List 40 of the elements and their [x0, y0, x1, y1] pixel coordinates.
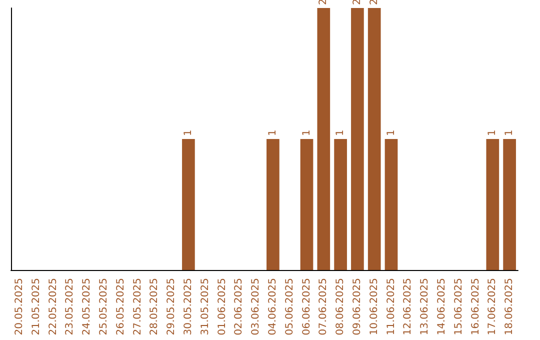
- data-label: 2: [352, 0, 363, 5]
- x-tick-label: 28.05.2025: [149, 278, 160, 336]
- x-tick-label: 16.06.2025: [470, 278, 482, 336]
- x-tick-label: 25.05.2025: [98, 278, 110, 336]
- x-tick-label: 11.06.2025: [386, 278, 397, 336]
- data-label: 1: [301, 130, 312, 136]
- x-tick-label: 23.05.2025: [64, 278, 76, 336]
- data-label: 1: [335, 130, 346, 136]
- x-tick-label: 18.06.2025: [504, 278, 516, 336]
- x-tick-label: 04.06.2025: [267, 278, 278, 336]
- x-tick-label: 02.06.2025: [234, 278, 245, 336]
- x-tick-label: 26.05.2025: [115, 278, 126, 336]
- x-tick-label: 06.06.2025: [301, 278, 312, 336]
- x-tick-label: 21.05.2025: [30, 278, 42, 336]
- x-tick-label: 03.06.2025: [250, 278, 262, 336]
- x-tick-label: 27.05.2025: [132, 278, 144, 336]
- x-tick-label: 12.06.2025: [402, 278, 414, 336]
- x-tick-label: 22.05.2025: [48, 278, 59, 336]
- x-tick-label: 30.05.2025: [182, 278, 194, 336]
- data-label: 1: [182, 130, 194, 136]
- x-tick-label: 13.06.2025: [420, 278, 431, 336]
- data-label: 2: [368, 0, 380, 5]
- x-tick-label: 29.05.2025: [166, 278, 178, 336]
- x-tick-label: 24.05.2025: [82, 278, 93, 336]
- x-tick-label: 20.05.2025: [14, 278, 25, 336]
- x-tick-label: 17.06.2025: [487, 278, 498, 336]
- x-tick-label: 09.06.2025: [352, 278, 363, 336]
- data-label: 1: [504, 130, 516, 136]
- x-tick-label: 01.06.2025: [216, 278, 228, 336]
- data-label: 1: [487, 130, 498, 136]
- data-label: 2: [318, 0, 330, 5]
- x-tick-label: 31.05.2025: [200, 278, 211, 336]
- x-tick-label: 07.06.2025: [318, 278, 330, 336]
- data-label: 1: [267, 130, 278, 136]
- x-tick-label: 14.06.2025: [436, 278, 448, 336]
- data-label: 1: [386, 130, 397, 136]
- x-tick-label: 10.06.2025: [368, 278, 380, 336]
- x-tick-label: 08.06.2025: [335, 278, 346, 336]
- x-tick-label: 05.06.2025: [284, 278, 296, 336]
- x-tick-label: 15.06.2025: [453, 278, 464, 336]
